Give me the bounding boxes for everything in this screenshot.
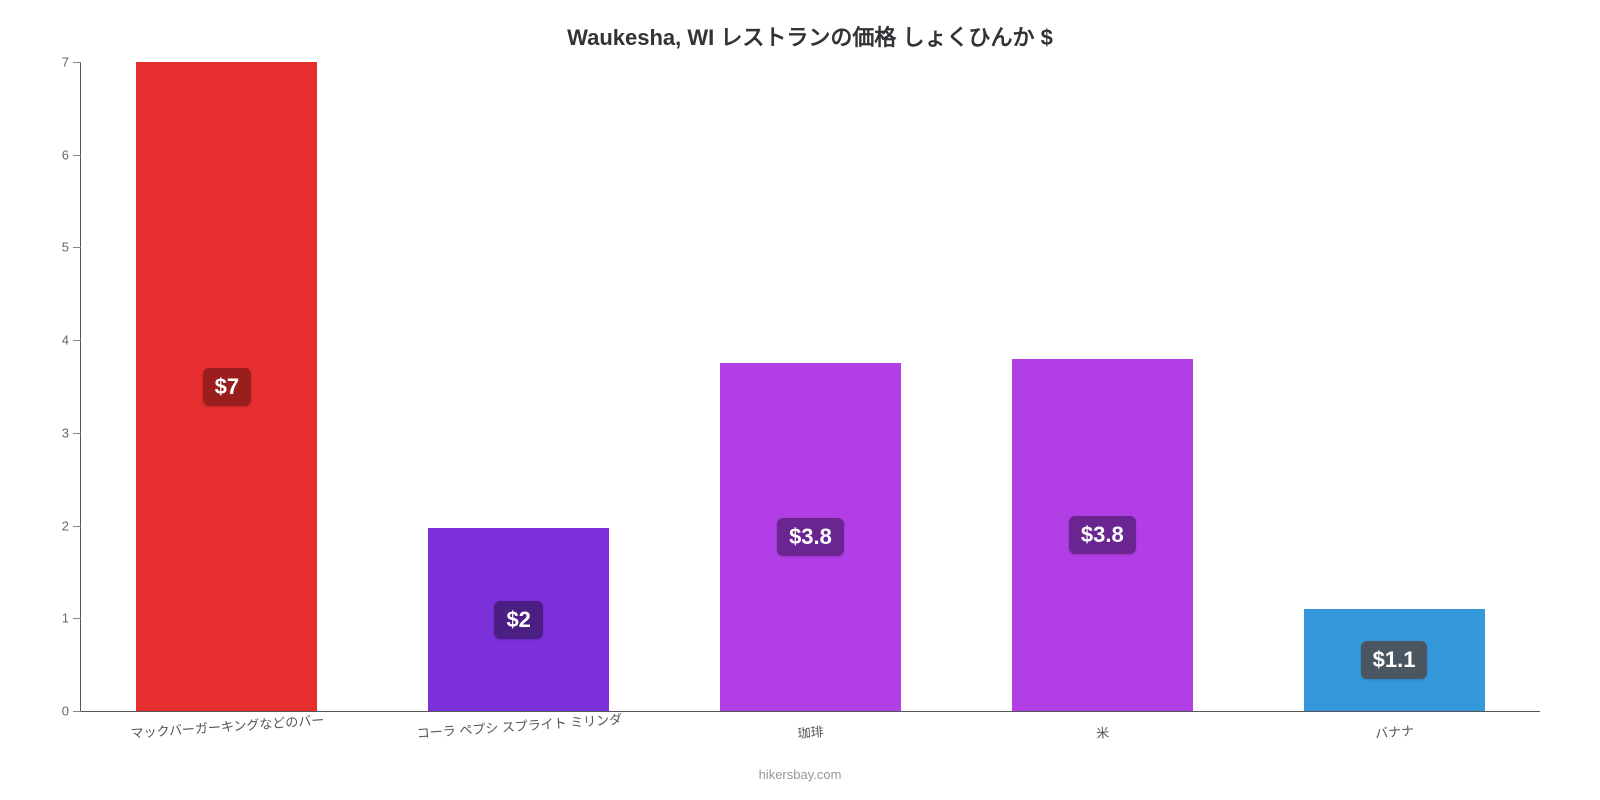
x-label: 米 [1096, 722, 1110, 742]
x-label: マックバーガーキングなどのバー [130, 709, 325, 741]
bar-column: $1.1バナナ [1248, 62, 1540, 711]
y-tick-label: 0 [62, 704, 81, 719]
x-label: 珈琲 [797, 721, 824, 742]
value-badge: $7 [203, 368, 251, 406]
bar-column: $3.8珈琲 [665, 62, 957, 711]
y-tick-label: 4 [62, 333, 81, 348]
bar: $7 [136, 62, 317, 711]
bar: $2 [428, 528, 609, 711]
x-label: コーラ ペプシ スプライト ミリンダ [416, 709, 623, 742]
bar: $3.8 [1012, 359, 1193, 711]
bar-column: $3.8米 [956, 62, 1248, 711]
bars-container: $7マックバーガーキングなどのバー$2コーラ ペプシ スプライト ミリンダ$3.… [81, 62, 1540, 711]
y-tick-label: 6 [62, 147, 81, 162]
price-bar-chart: Waukesha, WI レストランの価格 しょくひんか $ $7マックバーガー… [0, 0, 1600, 800]
y-tick-label: 5 [62, 240, 81, 255]
y-tick-label: 7 [62, 55, 81, 70]
bar: $1.1 [1304, 609, 1485, 711]
value-badge: $3.8 [777, 518, 844, 556]
x-label: バナナ [1375, 720, 1415, 742]
value-badge: $1.1 [1361, 641, 1428, 679]
bar-column: $2コーラ ペプシ スプライト ミリンダ [373, 62, 665, 711]
bar: $3.8 [720, 363, 901, 711]
bar-column: $7マックバーガーキングなどのバー [81, 62, 373, 711]
y-tick-label: 1 [62, 611, 81, 626]
chart-footer: hikersbay.com [0, 767, 1600, 782]
chart-title: Waukesha, WI レストランの価格 しょくひんか $ [80, 20, 1540, 52]
y-tick-label: 3 [62, 425, 81, 440]
plot-area: $7マックバーガーキングなどのバー$2コーラ ペプシ スプライト ミリンダ$3.… [80, 62, 1540, 712]
value-badge: $2 [494, 601, 542, 639]
y-tick-label: 2 [62, 518, 81, 533]
value-badge: $3.8 [1069, 516, 1136, 554]
